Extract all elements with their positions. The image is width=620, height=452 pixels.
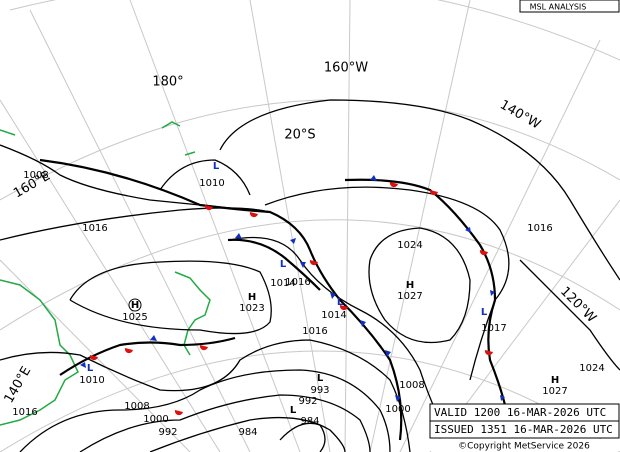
low-pressure: 1010	[79, 375, 104, 386]
isobars	[0, 99, 620, 452]
valid-time: VALID 1200 16-MAR-2026 UTC	[434, 406, 606, 419]
isobar	[79, 394, 371, 452]
front	[59, 336, 236, 376]
low-pressure: 993	[310, 385, 329, 396]
high-pressure: 1025	[122, 312, 147, 323]
isobar-label: 1008	[399, 380, 424, 391]
isobar	[219, 99, 620, 281]
coast	[0, 279, 79, 426]
high-pressure: 1023	[239, 303, 264, 314]
copyright: ©Copyright MetService 2026	[458, 442, 590, 452]
isobar-label: 992	[158, 427, 177, 438]
isobar	[368, 227, 471, 344]
map-title: MSL ANALYSIS	[530, 3, 587, 12]
copyright-box	[430, 439, 619, 451]
graticule-label: 160°W	[324, 61, 368, 76]
low-symbol: L	[481, 307, 488, 318]
issued-time: ISSUED 1351 16-MAR-2026 UTC	[434, 423, 613, 436]
front	[227, 238, 321, 291]
meridian	[399, 39, 601, 452]
coast	[174, 271, 211, 356]
isobar	[69, 260, 272, 335]
meridian	[0, 99, 221, 452]
isobar-label: 984	[238, 427, 257, 438]
isobar	[0, 339, 411, 452]
isobar-label: 1016	[285, 277, 310, 288]
low-symbol: L	[317, 373, 324, 384]
isobar-label: 1016	[527, 223, 552, 234]
isobar-label: 1016	[82, 223, 107, 234]
fronts	[39, 158, 507, 441]
meridian	[29, 9, 251, 452]
high-symbol: H	[131, 300, 139, 311]
low-pressure: 1014	[321, 310, 346, 321]
parallel	[0, 350, 620, 452]
graticule-label: 20°S	[284, 128, 315, 143]
isobar	[229, 236, 441, 421]
front	[39, 158, 403, 441]
isobar-label: 1008	[23, 170, 48, 181]
isobar-label: 1000	[143, 414, 168, 425]
isobar-label: 1024	[579, 363, 604, 374]
isobar-label: 1000	[385, 404, 410, 415]
meridian	[129, 0, 301, 452]
isobar	[519, 259, 620, 371]
isobar	[19, 369, 391, 452]
coastline	[0, 121, 211, 426]
meridian	[344, 0, 351, 452]
high-symbol: H	[406, 280, 414, 291]
isobar	[264, 186, 510, 381]
low-pressure: 1010	[199, 178, 224, 189]
parallel	[0, 99, 620, 201]
isobar	[159, 159, 251, 196]
high-pressure: 1027	[397, 291, 422, 302]
low-symbol: L	[213, 161, 220, 172]
isobar-label: 1008	[124, 401, 149, 412]
low-pressure: 1017	[481, 323, 506, 334]
front	[344, 178, 507, 406]
low-symbol: L	[290, 405, 297, 416]
isobar	[149, 416, 346, 452]
high-pressure: 1027	[542, 386, 567, 397]
isobar-label: 1024	[397, 240, 422, 251]
isobar-label: 1016	[12, 407, 37, 418]
isobar	[0, 207, 271, 241]
title-box	[519, 0, 620, 13]
graticule-label: 180°	[152, 75, 183, 90]
isobar-labels: 1008 1016 1016 1016 1024 1016 1024 1008 …	[12, 170, 604, 438]
meridian	[249, 0, 331, 452]
low-symbol: L	[87, 363, 94, 374]
isobar-label: 1016	[302, 326, 327, 337]
low-symbol: L	[337, 297, 344, 308]
low-symbol: L	[280, 259, 287, 270]
isobar	[279, 422, 326, 452]
parallel	[9, 0, 620, 61]
high-circle	[128, 298, 142, 312]
parallel	[0, 219, 620, 331]
high-symbol: H	[248, 292, 256, 303]
low-pressure: 1014	[270, 278, 295, 289]
low-pressure: 984	[300, 416, 319, 427]
high-symbol: H	[551, 375, 559, 386]
isobar-label: 992	[298, 396, 317, 407]
coast	[0, 121, 196, 156]
